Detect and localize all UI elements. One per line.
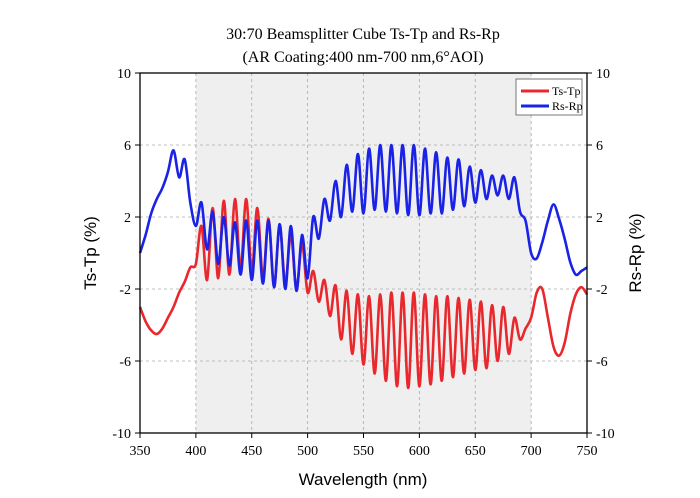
y-tick-label-right: -10 [596,427,615,442]
x-tick-label: 450 [241,444,262,459]
chart-subtitle: (AR Coating:400 nm-700 nm,6°AOI) [242,49,483,66]
series-line-rs-rp [138,143,588,293]
y-tick-label-left: -6 [119,355,131,370]
x-tick-label: 750 [577,444,598,459]
grid-lines [140,73,587,433]
legend-box [515,78,583,116]
y-tick-label-right: -6 [596,355,608,370]
y-tick-label-left: -10 [112,427,131,442]
legend: Ts-Tp Rs-Rp [515,78,583,116]
x-tick-label: 400 [185,444,206,459]
y-tick-label-right: 6 [596,139,603,154]
y-tick-label-right: -2 [596,283,608,298]
x-axis-label: Wavelength (nm) [299,470,428,489]
y-tick-label-left: 2 [124,211,131,226]
x-tick-label: 350 [130,444,151,459]
axis-ticks: 350 400 450 500 550 600 650 700 750 -10 -10 -6 -6 -2 -… [112,67,614,459]
y-tick-label-left: -2 [119,283,131,298]
y-tick-label-right: 2 [596,211,603,226]
chart-title: 30:70 Beamsplitter Cube Ts-Tp and Rs-Rp [226,26,500,43]
y-tick-label-right: 10 [596,67,610,82]
series-layer [138,143,589,390]
x-tick-label: 650 [465,444,486,459]
y-axis-label-right: Rs-Rp (%) [626,213,645,292]
y-axis-label-left: Ts-Tp (%) [81,216,100,290]
legend-label-rs-rp: Rs-Rp [552,99,583,113]
legend-label-ts-tp: Ts-Tp [552,84,581,98]
x-tick-label: 550 [353,444,374,459]
x-tick-label: 700 [521,444,542,459]
series-line-ts-tp [138,197,589,390]
y-tick-label-left: 6 [124,139,131,154]
x-tick-label: 500 [297,444,318,459]
x-tick-label: 600 [409,444,430,459]
y-tick-label-left: 10 [117,67,131,82]
